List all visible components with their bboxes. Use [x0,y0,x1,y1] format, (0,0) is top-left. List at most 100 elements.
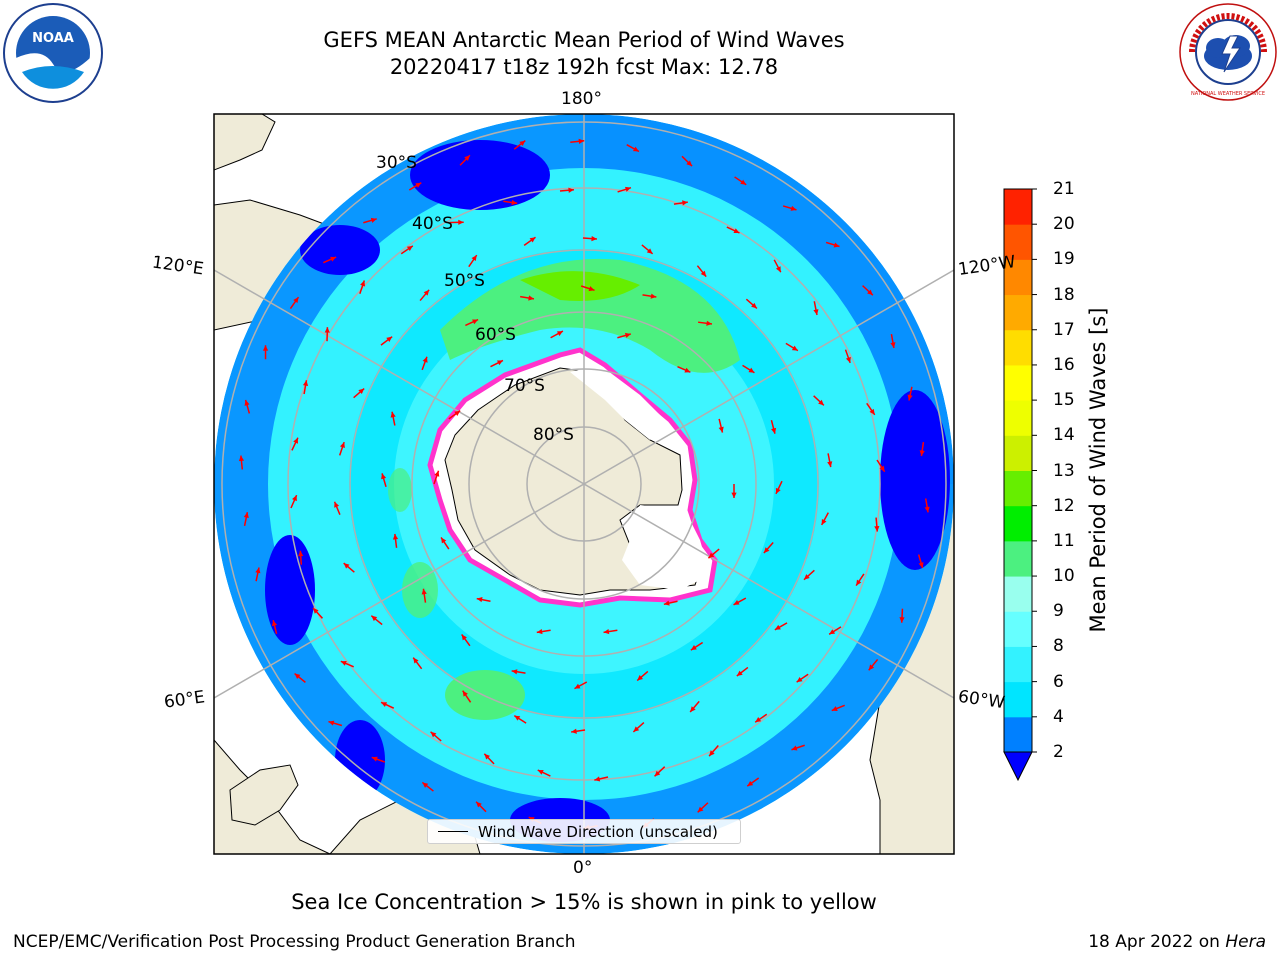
wave-arrow-head-icon [371,615,378,622]
colorbar-band [1004,540,1032,577]
wave-arrow-head-icon [519,140,526,146]
wave-arrow-head-icon [650,293,657,299]
lat-label-80s: 80°S [533,425,574,445]
wave-arrow-head-icon [686,160,693,167]
colorbar-tick-label: 14 [1053,425,1075,446]
wave-arrow-head-icon [879,465,885,472]
wave-arrow-head-icon [386,336,393,343]
wave-arrow-head-icon [330,256,337,262]
wave-arrow-head-icon [406,245,413,252]
wave-arrow-head-icon [511,669,518,675]
wave-arrow-head-icon [574,683,581,689]
wave-arrow-head-icon [458,219,464,225]
wave-arrow-head-icon [471,255,477,262]
wave-arrow-head-icon [392,533,399,540]
wave-arrow-head-icon [731,492,737,498]
wave-arrow-head-icon [339,442,345,449]
wave-arrow-head-icon [568,187,574,193]
wave-arrow-head-icon [360,280,366,287]
wave-arrow-head-icon [763,547,770,554]
wave-arrow-head-icon [588,286,595,292]
wave-arrow-head-icon [343,563,350,569]
wave-arrow-head-icon [890,342,896,348]
colorbar-band [1004,400,1032,436]
map-legend: Wind Wave Direction (unscaled) [427,819,741,844]
wave-arrow-head-icon [390,411,396,418]
wave-arrow-head-icon [831,706,838,712]
colorbar-band [1004,505,1032,542]
wave-arrow-head-icon [682,200,688,206]
colorbar-tick-label: 8 [1053,636,1064,657]
colorbar-tick-label: 15 [1053,390,1075,411]
wave-arrow-head-icon [736,670,743,677]
wave-arrow-head-icon [813,309,819,315]
chart-title: GEFS MEAN Antarctic Mean Period of Wind … [323,28,845,52]
wave-arrow-head-icon [697,806,704,813]
wave-arrow-head-icon [867,289,873,296]
wave-arrow-head-icon [293,437,298,444]
wave-arrow-head-icon [624,332,631,338]
wave-arrow-head-icon [243,512,249,518]
colorbar-tick-label: 19 [1053,249,1075,270]
wave-arrow-head-icon [740,179,747,185]
wave-arrow-head-icon [690,644,697,651]
colorbar-underflow-icon [1003,751,1033,782]
wave-arrow-head-icon [244,399,250,406]
wave-arrow-head-icon [791,745,798,751]
colorbar-band [1004,576,1032,612]
colorbar-tick-label: 10 [1053,566,1075,587]
wave-arrow-head-icon [594,776,601,782]
colorbar-band [1004,681,1032,718]
wave-arrow-head-icon [845,356,851,363]
wave-arrow-head-icon [684,367,691,373]
wave-arrow-head-icon [328,720,335,726]
colorbar-band [1004,189,1032,225]
wave-arrow-head-icon [775,266,781,273]
wave-direction-arrows [238,138,930,830]
wave-arrow-head-icon [294,673,301,679]
wave-arrow-head-icon [358,388,365,395]
wave-arrow-head-icon [461,634,467,641]
wave-arrow-head-icon [496,360,503,366]
wave-arrow-head-icon [298,550,304,557]
footer-machine: Hera [1225,932,1266,952]
colorbar-band [1004,611,1032,647]
wave-arrow-head-icon [578,138,585,144]
colorbar-tick-label: 18 [1053,284,1075,305]
wave-arrow-head-icon [476,801,482,808]
wave-arrow-head-icon [423,289,430,296]
wave-arrow-head-icon [919,450,925,456]
wave-arrow-head-icon [472,319,479,325]
wave-arrow-head-icon [255,567,261,574]
colorbar-tick-label: 6 [1053,671,1064,692]
lat-label-50s: 50°S [444,271,485,291]
wave-arrow-head-icon [454,410,461,416]
colorbar-tick-label: 13 [1053,460,1075,481]
wave-arrow-head-icon [421,588,427,595]
colorbar-tick-label: 11 [1053,530,1075,551]
wave-arrow-head-icon [571,728,577,734]
wave-arrow-head-icon [663,600,670,606]
colorbar-band [1004,646,1032,683]
colorbar-band [1004,224,1032,260]
wave-arrow-head-icon [748,367,755,373]
wave-arrow-head-icon [700,270,707,277]
wave-arrow-head-icon [381,702,388,707]
wave-arrow-head-icon [751,302,757,309]
wave-arrow-head-icon [334,501,340,508]
nws-logo-text: NATIONAL WEATHER SERVICE [1191,91,1265,97]
wave-arrow-head-icon [484,753,490,760]
wave-arrow-head-icon [833,242,840,248]
colorbar-label: Mean Period of Wind Waves [s] [1086,307,1110,633]
colorbar-band [1004,716,1032,753]
wave-arrow-head-icon [874,525,880,532]
wave-arrow-head-icon [603,628,610,635]
wave-arrow-head-icon [774,624,781,630]
wave-arrow-head-icon [434,470,440,477]
wave-arrow-head-icon [462,690,468,697]
map-frame [213,113,955,855]
colorbar-band [1004,329,1032,366]
wave-arrow-head-icon [324,327,330,333]
sea-ice-caption: Sea Ice Concentration > 15% is shown in … [291,890,877,914]
wave-arrow-head-icon [899,617,905,623]
